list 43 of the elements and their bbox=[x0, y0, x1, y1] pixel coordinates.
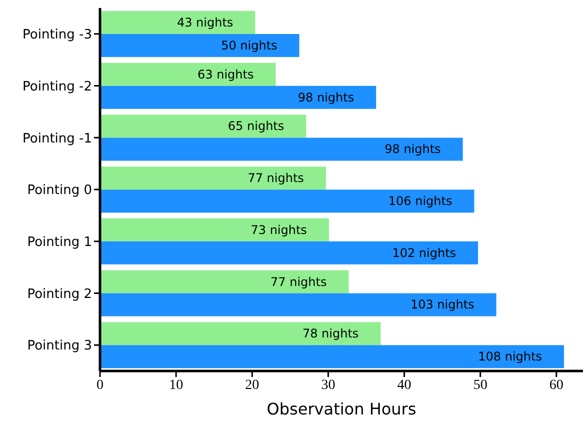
y-tick-label: Pointing 3 bbox=[27, 338, 92, 354]
bar bbox=[100, 138, 463, 161]
x-axis-title: Observation Hours bbox=[266, 399, 416, 418]
x-tick-label: 10 bbox=[169, 378, 184, 393]
x-tick-label: 0 bbox=[96, 378, 104, 393]
y-tick-label: Pointing 0 bbox=[27, 183, 92, 198]
annotation: 43 nights bbox=[176, 15, 234, 30]
x-tick-label: 20 bbox=[245, 378, 260, 393]
annotation: 63 nights bbox=[198, 67, 254, 82]
y-tick-label: Pointing 2 bbox=[27, 286, 92, 302]
x-tick-label: 30 bbox=[321, 378, 336, 393]
bar bbox=[100, 322, 381, 346]
bar bbox=[100, 345, 564, 368]
bar bbox=[100, 62, 276, 86]
annotation: 102 nights bbox=[392, 246, 456, 260]
bar bbox=[100, 241, 478, 264]
bar bbox=[100, 293, 496, 316]
annotation: 103 nights bbox=[410, 298, 474, 312]
x-tick-label: 50 bbox=[473, 378, 488, 393]
bar bbox=[100, 218, 329, 242]
bar bbox=[100, 34, 300, 57]
annotation: 77 nights bbox=[270, 274, 327, 289]
bar bbox=[100, 11, 256, 34]
annotation: 65 nights bbox=[228, 119, 284, 134]
bar bbox=[100, 190, 474, 213]
bar bbox=[100, 86, 376, 109]
annotation: 108 nights bbox=[478, 350, 542, 364]
annotation: 50 nights bbox=[221, 38, 278, 52]
bar bbox=[100, 166, 326, 190]
annotation: 78 nights bbox=[302, 326, 359, 341]
annotation: 77 nights bbox=[248, 171, 304, 186]
bar bbox=[100, 270, 349, 294]
bar bbox=[100, 114, 306, 138]
annotation: 98 nights bbox=[384, 142, 441, 156]
y-tick-label: Pointing 1 bbox=[27, 234, 92, 250]
annotation: 73 nights bbox=[250, 222, 307, 237]
annotation: 98 nights bbox=[298, 90, 354, 104]
y-tick-label: Pointing -3 bbox=[22, 28, 92, 43]
x-tick-label: 60 bbox=[549, 378, 564, 393]
y-tick-label: Pointing -1 bbox=[22, 131, 92, 146]
annotation: 106 nights bbox=[388, 194, 452, 208]
y-tick-label: Pointing -2 bbox=[22, 79, 92, 94]
x-tick-label: 40 bbox=[397, 378, 412, 393]
